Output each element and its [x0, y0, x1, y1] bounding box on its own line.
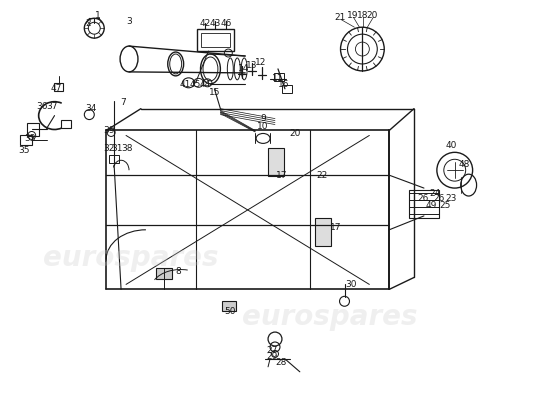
Text: 1: 1: [95, 11, 101, 20]
Bar: [196, 29, 234, 51]
Text: 14: 14: [238, 64, 249, 74]
Text: 23: 23: [445, 194, 456, 202]
Text: 43: 43: [210, 19, 221, 28]
Text: 41: 41: [180, 80, 191, 89]
Text: 34: 34: [86, 104, 97, 113]
Text: 8: 8: [176, 267, 182, 276]
Text: 36: 36: [36, 102, 47, 111]
Bar: [27, 122, 38, 136]
Bar: [274, 73, 284, 81]
Text: 26: 26: [417, 194, 428, 202]
Text: 18: 18: [356, 11, 368, 20]
Bar: [282, 85, 292, 93]
Text: 37: 37: [46, 102, 57, 111]
Text: 33: 33: [24, 134, 35, 143]
Text: 39: 39: [103, 126, 115, 135]
Text: 28: 28: [275, 358, 287, 367]
Text: 32: 32: [103, 144, 115, 153]
Text: eurospares: eurospares: [43, 244, 219, 272]
Text: 7: 7: [120, 98, 126, 107]
Bar: [62, 120, 72, 128]
Text: 30: 30: [346, 280, 357, 289]
Bar: [268, 148, 284, 176]
Text: 50: 50: [224, 307, 236, 316]
Bar: [409, 190, 439, 218]
Bar: [315, 218, 331, 246]
Text: eurospares: eurospares: [242, 303, 417, 331]
Text: 40: 40: [445, 141, 456, 150]
Bar: [156, 268, 172, 280]
Text: 31: 31: [111, 144, 123, 153]
Text: 17: 17: [330, 223, 342, 232]
Text: 12: 12: [255, 58, 267, 68]
Text: 13: 13: [246, 62, 258, 70]
Text: 22: 22: [316, 171, 327, 180]
Bar: [20, 136, 32, 145]
Bar: [201, 33, 230, 47]
Text: 11: 11: [272, 74, 284, 83]
Text: 10: 10: [257, 122, 269, 131]
Bar: [222, 301, 236, 311]
Text: 42: 42: [200, 19, 211, 28]
Bar: [53, 83, 63, 91]
Bar: [109, 155, 119, 163]
Text: 38: 38: [122, 144, 133, 153]
Text: 16: 16: [278, 80, 290, 89]
Text: 44: 44: [200, 80, 211, 89]
Text: 45: 45: [190, 80, 201, 89]
Text: 3: 3: [126, 17, 132, 26]
Text: 48: 48: [459, 160, 470, 169]
Text: 15: 15: [208, 88, 220, 97]
Text: 47: 47: [51, 84, 62, 93]
Text: 19: 19: [346, 11, 358, 20]
Text: 9: 9: [260, 114, 266, 123]
Text: 29: 29: [266, 352, 278, 362]
Text: 49: 49: [425, 202, 437, 210]
Text: 35: 35: [18, 146, 30, 155]
Text: 17: 17: [276, 171, 288, 180]
Text: 26: 26: [433, 194, 444, 202]
Text: 20: 20: [367, 11, 378, 20]
Text: 20: 20: [289, 129, 300, 138]
Text: 24: 24: [429, 188, 441, 198]
Text: 27: 27: [266, 346, 278, 356]
Text: 2: 2: [85, 19, 91, 28]
Text: 25: 25: [439, 202, 450, 210]
Text: 46: 46: [221, 19, 232, 28]
Text: 21: 21: [334, 13, 345, 22]
